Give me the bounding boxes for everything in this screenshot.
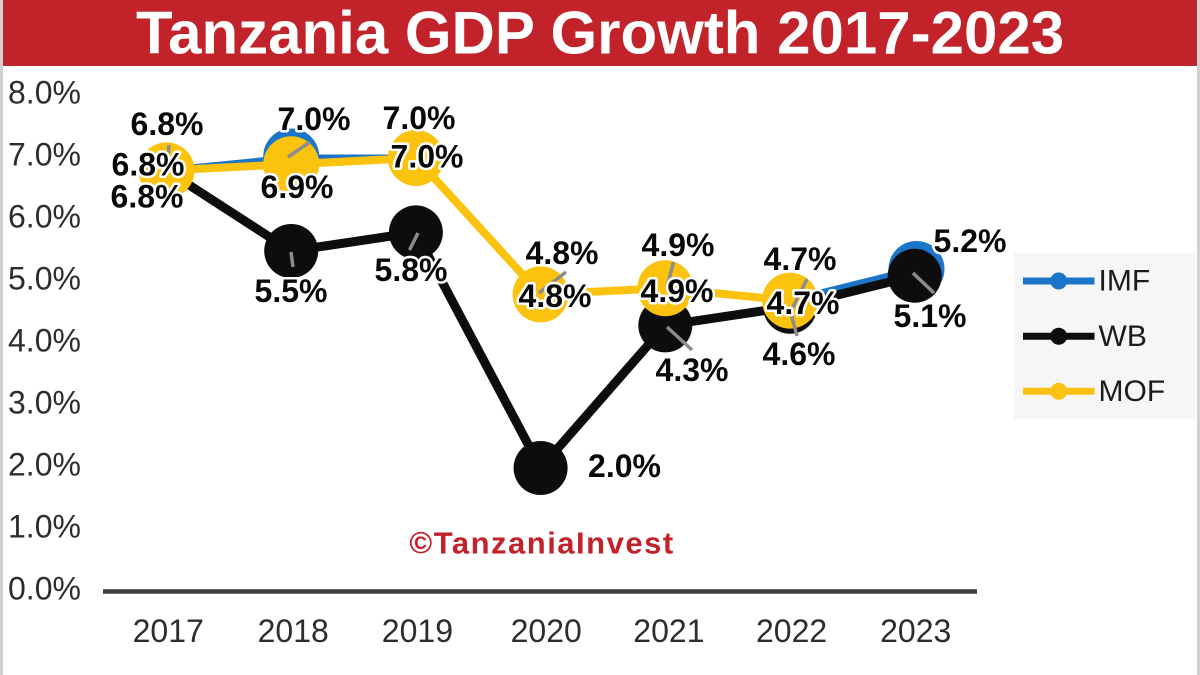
svg-text:7.0%: 7.0% (391, 139, 464, 175)
svg-text:4.9%: 4.9% (641, 273, 714, 309)
svg-text:4.6%: 4.6% (763, 336, 836, 372)
svg-text:5.5%: 5.5% (255, 273, 328, 309)
svg-text:4.8%: 4.8% (519, 278, 592, 314)
svg-text:0.0%: 0.0% (8, 571, 81, 607)
svg-text:5.8%: 5.8% (375, 252, 448, 288)
svg-text:Tanzania GDP Growth 2017-2023: Tanzania GDP Growth 2017-2023 (136, 0, 1064, 67)
svg-text:4.0%: 4.0% (8, 323, 81, 359)
svg-text:4.9%: 4.9% (642, 227, 715, 263)
svg-text:IMF: IMF (1099, 265, 1151, 298)
svg-text:7.0%: 7.0% (278, 101, 351, 137)
svg-text:6.9%: 6.9% (261, 169, 334, 205)
svg-text:MOF: MOF (1099, 375, 1166, 408)
svg-text:2018: 2018 (258, 613, 329, 649)
svg-text:5.1%: 5.1% (894, 298, 967, 334)
svg-text:2020: 2020 (511, 613, 582, 649)
svg-text:6.8%: 6.8% (112, 147, 185, 183)
svg-text:6.0%: 6.0% (8, 199, 81, 235)
svg-text:5.0%: 5.0% (8, 261, 81, 297)
svg-text:7.0%: 7.0% (8, 137, 81, 173)
svg-text:4.7%: 4.7% (764, 241, 837, 277)
svg-text:WB: WB (1099, 320, 1147, 353)
svg-text:3.0%: 3.0% (8, 385, 81, 421)
svg-text:8.0%: 8.0% (8, 75, 81, 111)
svg-text:6.8%: 6.8% (131, 106, 204, 142)
svg-text:©TanzaniaInvest: ©TanzaniaInvest (409, 526, 674, 561)
svg-text:2019: 2019 (382, 613, 453, 649)
svg-text:6.8%: 6.8% (111, 179, 184, 215)
svg-text:2.0%: 2.0% (588, 448, 661, 484)
svg-text:4.8%: 4.8% (526, 235, 599, 271)
svg-text:2.0%: 2.0% (8, 447, 81, 483)
svg-text:2017: 2017 (133, 613, 204, 649)
svg-text:2023: 2023 (880, 613, 951, 649)
svg-text:4.3%: 4.3% (656, 352, 729, 388)
svg-text:1.0%: 1.0% (8, 509, 81, 545)
svg-text:2022: 2022 (756, 613, 827, 649)
svg-text:7.0%: 7.0% (383, 100, 456, 136)
svg-text:4.7%: 4.7% (767, 285, 840, 321)
svg-text:2021: 2021 (633, 613, 704, 649)
svg-text:5.2%: 5.2% (934, 223, 1007, 259)
